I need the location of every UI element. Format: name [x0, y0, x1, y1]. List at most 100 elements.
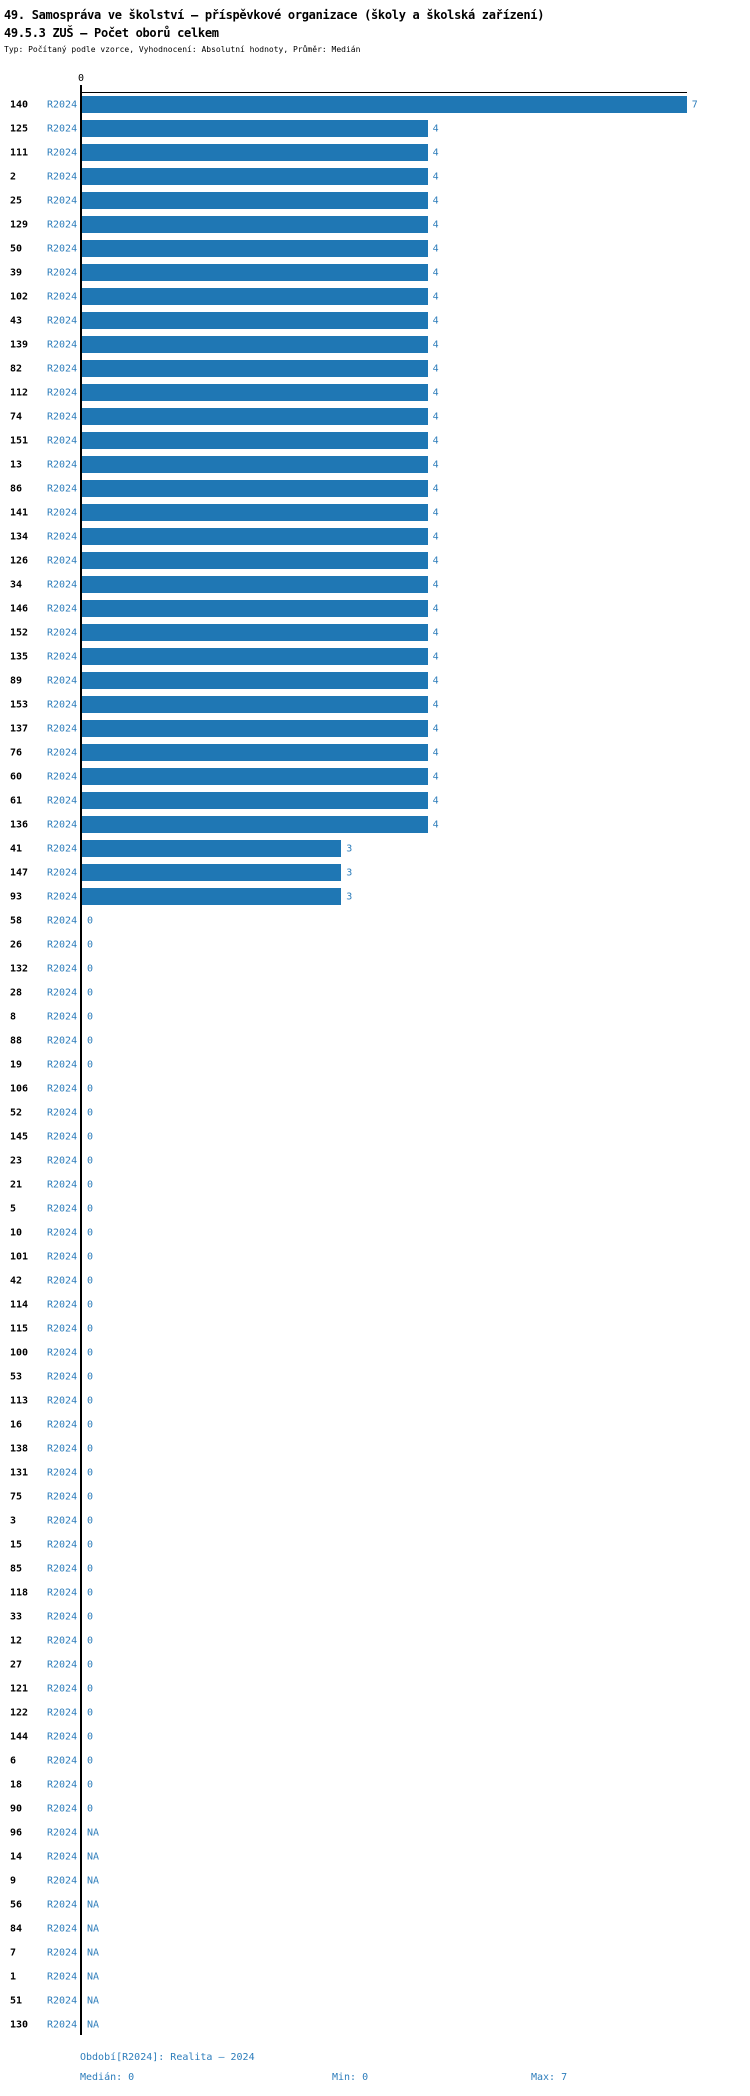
- bar-value-label: 4: [432, 195, 439, 207]
- row-period-label: R2024: [47, 1899, 78, 1911]
- row-period-label: R2024: [47, 1395, 78, 1407]
- value-bar: [82, 720, 428, 737]
- row-period-label: R2024: [47, 1491, 78, 1503]
- row-id-label: 93: [10, 891, 23, 903]
- row-period-label: R2024: [47, 1251, 78, 1263]
- row-period-label: R2024: [47, 219, 78, 231]
- bar-value-label: NA: [87, 2019, 100, 2031]
- median-stat: Medián: 0: [80, 2072, 135, 2083]
- chart-row: 74 R2024 4: [0, 405, 750, 429]
- chart-row: 12 R2024 0: [0, 1629, 750, 1653]
- chart-row: 125 R2024 4: [0, 117, 750, 141]
- row-period-label: R2024: [47, 867, 78, 879]
- bar-value-label: 0: [87, 1563, 94, 1575]
- chart-row: 86 R2024 4: [0, 477, 750, 501]
- chart-row: 56 R2024 NA: [0, 1893, 750, 1917]
- row-id-label: 125: [10, 123, 29, 135]
- chart-row: 146 R2024 4: [0, 597, 750, 621]
- bar-value-label: 0: [87, 1035, 94, 1047]
- row-id-label: 152: [10, 627, 29, 639]
- chart-row: 96 R2024 NA: [0, 1821, 750, 1845]
- row-period-label: R2024: [47, 315, 78, 327]
- bar-value-label: 0: [87, 1683, 94, 1695]
- bar-value-label: 4: [432, 147, 439, 159]
- row-period-label: R2024: [47, 1683, 78, 1695]
- row-id-label: 84: [10, 1923, 23, 1935]
- row-period-label: R2024: [47, 819, 78, 831]
- chart-row: 126 R2024 4: [0, 549, 750, 573]
- bar-value-label: 0: [87, 1299, 94, 1311]
- row-id-label: 90: [10, 1803, 23, 1815]
- max-stat: Max: 7: [531, 2072, 568, 2083]
- bar-value-label: 0: [87, 1467, 94, 1479]
- value-bar: [82, 96, 687, 113]
- row-period-label: R2024: [47, 1851, 78, 1863]
- row-id-label: 111: [10, 147, 29, 159]
- bar-value-label: 4: [432, 651, 439, 663]
- chart-row: 114 R2024 0: [0, 1293, 750, 1317]
- bar-value-label: NA: [87, 1947, 100, 1959]
- chart-row: 135 R2024 4: [0, 645, 750, 669]
- value-bar: [82, 168, 428, 185]
- chart-row: 10 R2024 0: [0, 1221, 750, 1245]
- chart-row: 145 R2024 0: [0, 1125, 750, 1149]
- chart-row: 58 R2024 0: [0, 909, 750, 933]
- row-id-label: 106: [10, 1083, 29, 1095]
- chart-row: 34 R2024 4: [0, 573, 750, 597]
- chart-row: 33 R2024 0: [0, 1605, 750, 1629]
- chart-row: 25 R2024 4: [0, 189, 750, 213]
- chart-row: 9 R2024 NA: [0, 1869, 750, 1893]
- row-period-label: R2024: [47, 1659, 78, 1671]
- y-axis-line: [80, 85, 82, 2035]
- bar-value-label: 0: [87, 939, 94, 951]
- bar-value-label: 4: [432, 531, 439, 543]
- row-period-label: R2024: [47, 411, 78, 423]
- bar-value-label: 4: [432, 363, 439, 375]
- chart-row: 144 R2024 0: [0, 1725, 750, 1749]
- row-period-label: R2024: [47, 147, 78, 159]
- row-period-label: R2024: [47, 723, 78, 735]
- row-id-label: 82: [10, 363, 23, 375]
- value-bar: [82, 840, 342, 857]
- row-id-label: 96: [10, 1827, 23, 1839]
- chart-row: 93 R2024 3: [0, 885, 750, 909]
- chart-row: 134 R2024 4: [0, 525, 750, 549]
- row-id-label: 33: [10, 1611, 23, 1623]
- chart-row: 151 R2024 4: [0, 429, 750, 453]
- value-bar: [82, 336, 428, 353]
- row-period-label: R2024: [47, 1467, 78, 1479]
- value-bar: [82, 864, 342, 881]
- row-period-label: R2024: [47, 195, 78, 207]
- bar-value-label: 3: [346, 843, 353, 855]
- row-period-label: R2024: [47, 1563, 78, 1575]
- row-id-label: 141: [10, 507, 29, 519]
- row-id-label: 136: [10, 819, 29, 831]
- row-period-label: R2024: [47, 1275, 78, 1287]
- chart-row: 129 R2024 4: [0, 213, 750, 237]
- row-period-label: R2024: [47, 1443, 78, 1455]
- chart-row: 23 R2024 0: [0, 1149, 750, 1173]
- row-period-label: R2024: [47, 1779, 78, 1791]
- row-period-label: R2024: [47, 1635, 78, 1647]
- row-period-label: R2024: [47, 267, 78, 279]
- row-id-label: 114: [10, 1299, 29, 1311]
- bar-value-label: 4: [432, 507, 439, 519]
- row-id-label: 134: [10, 531, 29, 543]
- row-period-label: R2024: [47, 891, 78, 903]
- chart-row: 140 R2024 7: [0, 93, 750, 117]
- row-period-label: R2024: [47, 1947, 78, 1959]
- row-id-label: 41: [10, 843, 23, 855]
- row-period-label: R2024: [47, 1107, 78, 1119]
- row-period-label: R2024: [47, 771, 78, 783]
- chart-row: 141 R2024 4: [0, 501, 750, 525]
- bar-value-label: 4: [432, 219, 439, 231]
- row-id-label: 9: [10, 1875, 17, 1887]
- bar-value-label: 4: [432, 411, 439, 423]
- row-id-label: 12: [10, 1635, 23, 1647]
- row-period-label: R2024: [47, 123, 78, 135]
- row-period-label: R2024: [47, 1131, 78, 1143]
- value-bar: [82, 696, 428, 713]
- row-period-label: R2024: [47, 579, 78, 591]
- row-period-label: R2024: [47, 1827, 78, 1839]
- row-period-label: R2024: [47, 1323, 78, 1335]
